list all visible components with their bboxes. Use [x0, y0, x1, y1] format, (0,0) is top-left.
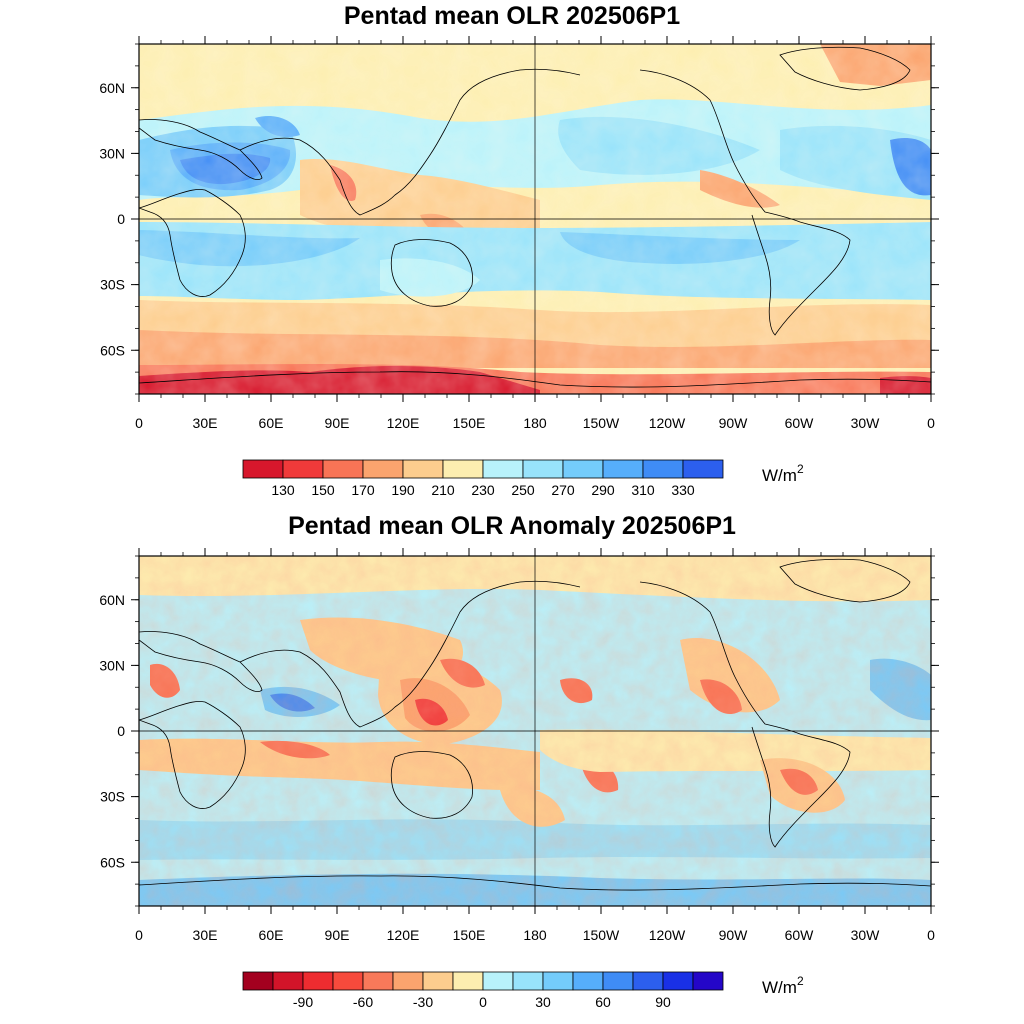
- lon-tick-label: 120W: [649, 415, 686, 431]
- colorbar-label: 230: [471, 482, 495, 498]
- lon-tick-label: 150W: [583, 927, 620, 943]
- colorbar-box: [362, 459, 404, 479]
- map-title-olr-anomaly: Pentad mean OLR Anomaly 202506P1: [288, 512, 736, 540]
- colorbar-label: 170: [351, 482, 375, 498]
- lat-tick-label: 0: [117, 211, 125, 227]
- lon-tick-label: 0: [927, 927, 935, 943]
- colorbar-box: [302, 971, 334, 991]
- colorbar-label: -30: [413, 994, 433, 1010]
- colorbar-box: [642, 459, 684, 479]
- lon-tick-label: 120W: [649, 927, 686, 943]
- lon-tick-label: 120E: [387, 415, 420, 431]
- lon-tick-label: 30E: [193, 927, 218, 943]
- colorbar-box: [422, 971, 454, 991]
- lon-tick-label: 60W: [785, 415, 815, 431]
- lon-tick-label: 90E: [325, 415, 350, 431]
- lon-tick-label: 90E: [325, 927, 350, 943]
- colorbar-box: [632, 971, 664, 991]
- lon-tick-label: 0: [135, 415, 143, 431]
- lat-tick-label: 60S: [100, 342, 125, 358]
- colorbar-label: 250: [511, 482, 535, 498]
- colorbar-label: 270: [551, 482, 575, 498]
- map-axes-1: 60N 30N 0 30S 60S 0 30E 60E 90E 120E 150E 180 150W 12…: [99, 548, 939, 943]
- colorbar-box: [602, 971, 634, 991]
- lon-tick-label: 0: [135, 927, 143, 943]
- lon-tick-label: 30W: [851, 927, 881, 943]
- lat-tick-label: 60N: [99, 592, 125, 608]
- lon-tick-label: 60E: [259, 927, 284, 943]
- lat-tick-label: 30S: [100, 277, 125, 293]
- colorbar-box: [242, 971, 274, 991]
- lon-tick-label: 150W: [583, 415, 620, 431]
- colorbar-unit: W/m2: [762, 974, 804, 997]
- lat-tick-label: 0: [117, 723, 125, 739]
- lat-tick-label: 30N: [99, 145, 125, 161]
- colorbar-label: 90: [655, 994, 671, 1010]
- colorbar-box: [662, 971, 694, 991]
- lon-tick-label: 180: [523, 927, 547, 943]
- lon-tick-label: 120E: [387, 927, 420, 943]
- colorbar-unit: W/m2: [762, 462, 804, 485]
- lon-tick-label: 60W: [785, 927, 815, 943]
- lon-tick-label: 30W: [851, 415, 881, 431]
- lon-tick-label: 90W: [719, 415, 749, 431]
- colorbar-box: [602, 459, 644, 479]
- colorbar-label: 0: [479, 994, 487, 1010]
- colorbar-box: [442, 459, 484, 479]
- colorbar-label: 150: [311, 482, 335, 498]
- lat-tick-label: 30S: [100, 789, 125, 805]
- coastlines-anomaly: [139, 558, 931, 891]
- colorbar-box: [522, 459, 564, 479]
- colorbar-0: 130 150 170 190 210 230 250 270 290 310 330 W/m2: [242, 459, 804, 498]
- colorbar-box: [482, 459, 524, 479]
- colorbar-label: 290: [591, 482, 615, 498]
- colorbar-box: [572, 971, 604, 991]
- lon-tick-label: 60E: [259, 415, 284, 431]
- colorbar-box: [452, 971, 484, 991]
- colorbar-box: [272, 971, 304, 991]
- colorbar-label: 330: [671, 482, 695, 498]
- colorbar-label: -60: [353, 994, 373, 1010]
- map-axes-0: 60N 30N 0 30S 60S 0 30E 60E 90E 120E 150E 180 150W 12…: [99, 36, 939, 431]
- colorbar-box: [322, 459, 364, 479]
- colorbar-label: 210: [431, 482, 455, 498]
- colorbar-box: [332, 971, 364, 991]
- lat-tick-label: 60S: [100, 854, 125, 870]
- colorbar-box: [402, 459, 444, 479]
- colorbar-box: [692, 971, 724, 991]
- colorbar-box: [562, 459, 604, 479]
- colorbar-box: [392, 971, 424, 991]
- colorbar-box: [282, 459, 324, 479]
- map-title-olr: Pentad mean OLR 202506P1: [343, 2, 681, 30]
- colorbar-1: -90 -60 -30 0 30 60 90 W/m2: [242, 971, 804, 1010]
- colorbar-label: 130: [271, 482, 295, 498]
- colorbar-label: 310: [631, 482, 655, 498]
- lon-tick-label: 0: [927, 415, 935, 431]
- colorbar-box: [242, 459, 284, 479]
- colorbar-box: [362, 971, 394, 991]
- lon-tick-label: 90W: [719, 927, 749, 943]
- lat-tick-label: 30N: [99, 657, 125, 673]
- coastlines: [139, 46, 931, 388]
- lon-tick-label: 30E: [193, 415, 218, 431]
- colorbar-box: [512, 971, 544, 991]
- colorbar-label: 30: [535, 994, 551, 1010]
- lon-tick-label: 180: [523, 415, 547, 431]
- colorbar-label: 60: [595, 994, 611, 1010]
- colorbar-label: 190: [391, 482, 415, 498]
- lon-tick-label: 150E: [453, 415, 486, 431]
- colorbar-box: [682, 459, 724, 479]
- lat-tick-label: 60N: [99, 80, 125, 96]
- colorbar-box: [482, 971, 514, 991]
- colorbar-box: [542, 971, 574, 991]
- colorbar-label: -90: [293, 994, 313, 1010]
- lon-tick-label: 150E: [453, 927, 486, 943]
